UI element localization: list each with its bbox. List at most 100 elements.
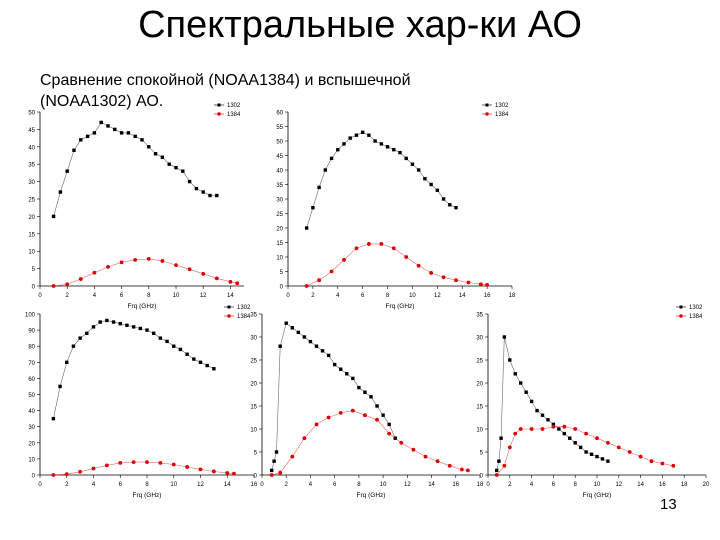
data-point-1302 <box>379 142 384 146</box>
y-tick-label: 20 <box>250 382 257 388</box>
data-point-1384 <box>638 454 643 459</box>
data-point-1302 <box>78 336 82 340</box>
data-point-1384 <box>278 470 283 475</box>
data-point-1302 <box>429 182 433 187</box>
data-point-1302 <box>595 454 599 459</box>
data-point-1302 <box>573 441 577 445</box>
data-point-1384 <box>366 242 371 246</box>
data-point-1302 <box>302 335 307 339</box>
x-tick-label: 6 <box>552 482 556 488</box>
data-point-1384 <box>185 465 190 469</box>
y-tick-label: 25 <box>28 198 35 204</box>
data-point-1384 <box>174 263 178 268</box>
x-tick-label: 8 <box>357 482 361 488</box>
y-tick-label: 25 <box>476 359 483 365</box>
data-point-1302 <box>535 408 539 413</box>
y-tick-label: 35 <box>276 183 283 189</box>
y-tick-label: 50 <box>28 393 35 399</box>
x-tick-label: 4 <box>336 293 340 299</box>
data-point-1384 <box>145 460 149 465</box>
y-tick-label: 0 <box>32 285 36 291</box>
y-tick-label: 10 <box>276 256 283 262</box>
data-point-1384 <box>660 461 665 466</box>
x-tick-label: 10 <box>170 482 177 488</box>
data-point-1384 <box>441 275 446 280</box>
data-point-1302 <box>375 404 379 408</box>
y-tick-label: 20 <box>28 441 35 447</box>
x-tick-label: 2 <box>285 482 289 488</box>
data-point-1302 <box>508 358 512 362</box>
data-point-1384 <box>573 427 578 431</box>
x-tick-label: 18 <box>681 482 688 488</box>
x-tick-label: 6 <box>119 482 123 488</box>
legend-marker-1302 <box>217 103 221 107</box>
y-tick-label: 30 <box>476 336 483 342</box>
data-point-1302 <box>441 197 446 201</box>
data-point-1302 <box>153 152 158 156</box>
y-tick-label: 50 <box>276 140 283 146</box>
data-point-1384 <box>429 271 434 275</box>
data-point-1384 <box>387 431 392 436</box>
data-point-1302 <box>323 168 328 172</box>
y-tick-label: 5 <box>480 451 484 457</box>
x-tick-label: 8 <box>145 482 149 488</box>
data-point-1302 <box>284 321 288 325</box>
subtitle-line-1: Сравнение спокойной (NOAA1384) и вспышеч… <box>40 72 411 89</box>
data-point-1302 <box>118 321 122 326</box>
data-point-1302 <box>513 372 517 376</box>
y-tick-label: 25 <box>276 212 283 218</box>
data-point-1302 <box>435 188 440 192</box>
data-point-1384 <box>342 258 346 262</box>
data-point-1302 <box>187 179 192 184</box>
data-point-1384 <box>171 462 176 467</box>
data-point-1384 <box>551 424 556 429</box>
data-point-1302 <box>178 347 183 352</box>
legend-marker-1302 <box>679 305 683 309</box>
data-point-1384 <box>595 436 599 441</box>
data-point-1384 <box>513 431 518 436</box>
data-point-1384 <box>466 280 471 285</box>
x-tick-label: 4 <box>530 482 534 488</box>
data-point-1302 <box>529 399 534 404</box>
x-tick-label: 16 <box>452 482 459 488</box>
data-point-1384 <box>133 258 138 262</box>
y-tick-label: 55 <box>276 125 283 131</box>
series-line-1384 <box>53 258 238 287</box>
legend-label-1302: 1302 <box>689 305 703 311</box>
data-point-1302 <box>147 145 151 149</box>
data-point-1302 <box>336 148 340 152</box>
chart-panel-2: 0 5 10 15 20 25 30 35 40 45 50 55 60 0 2 4 6 8 10 12 14 16 18 F… <box>276 103 516 310</box>
x-tick-label: 14 <box>637 482 644 488</box>
x-tick-label: 12 <box>434 293 441 299</box>
legend-marker-1302 <box>485 103 489 107</box>
data-point-1384 <box>363 413 367 418</box>
x-tick-label: 6 <box>333 482 337 488</box>
data-point-1384 <box>459 467 464 472</box>
data-point-1302 <box>551 422 556 427</box>
data-point-1384 <box>416 263 421 268</box>
data-point-1384 <box>160 259 165 263</box>
x-tick-label: 16 <box>251 482 258 488</box>
data-point-1302 <box>51 214 56 219</box>
y-tick-label: 5 <box>32 267 36 273</box>
data-point-1302 <box>151 331 156 336</box>
data-point-1302 <box>198 360 203 364</box>
data-point-1302 <box>373 139 377 143</box>
data-point-1384 <box>158 461 163 465</box>
data-point-1302 <box>111 320 116 324</box>
data-point-1302 <box>201 190 205 194</box>
data-point-1384 <box>201 271 206 276</box>
y-tick-label: 5 <box>254 451 258 457</box>
data-point-1302 <box>131 325 136 329</box>
data-point-1384 <box>91 466 96 471</box>
data-point-1302 <box>278 344 282 348</box>
data-point-1384 <box>187 267 192 272</box>
data-point-1302 <box>167 162 171 166</box>
data-point-1384 <box>435 459 440 464</box>
y-tick-label: 90 <box>28 329 35 335</box>
data-point-1384 <box>375 417 379 422</box>
y-tick-label: 40 <box>28 145 35 151</box>
data-point-1384 <box>562 424 567 429</box>
data-point-1384 <box>92 270 97 275</box>
y-tick-label: 35 <box>476 313 483 319</box>
